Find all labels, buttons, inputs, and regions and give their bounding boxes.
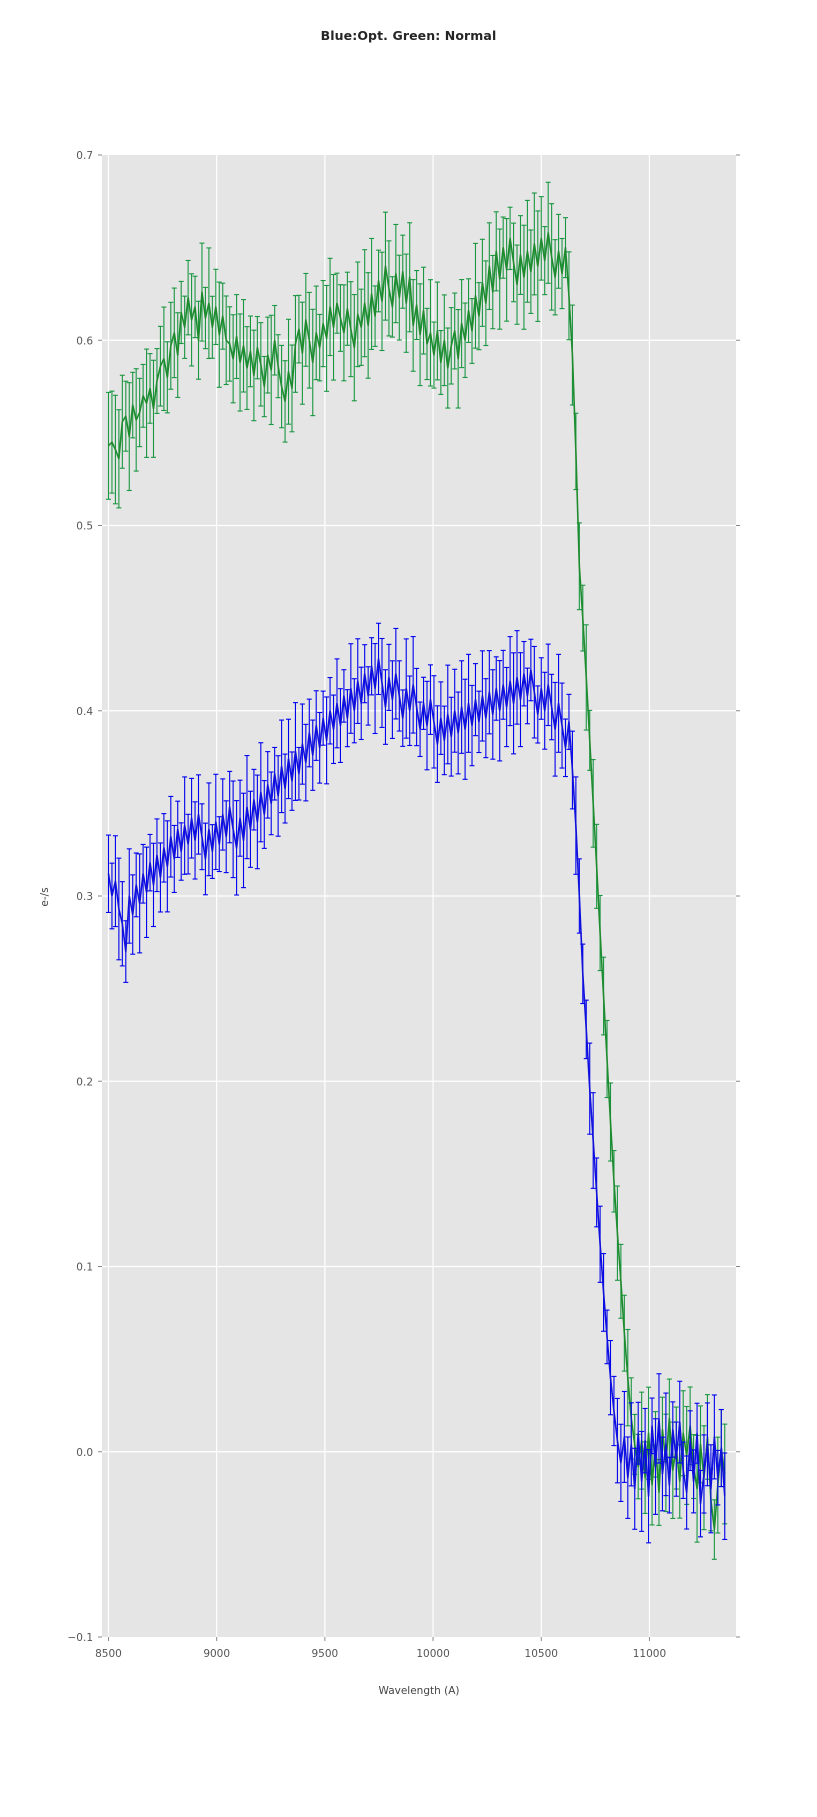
ytick-label: 0.2 [76, 1076, 93, 1088]
xtick-label: 9500 [312, 1648, 339, 1660]
ytick-labels: −0.1 0.0 0.1 0.2 0.3 0.4 0.5 0.6 0.7 [68, 150, 94, 1644]
y-axis-label: e-/s [39, 887, 51, 906]
ytick-label: 0.4 [76, 706, 93, 718]
ytick-label: 0.3 [76, 891, 93, 903]
xtick-label: 10500 [525, 1648, 558, 1660]
chart-title: Blue:Opt. Green: Normal [320, 28, 497, 43]
series-opt-blue [105, 622, 728, 1544]
xtick-label: 9000 [203, 1648, 230, 1660]
xtick-label: 8500 [95, 1648, 122, 1660]
ytick-label: 0.5 [76, 521, 93, 533]
ytick-label: 0.7 [76, 150, 93, 162]
ytick-label: 0.0 [76, 1447, 93, 1459]
xtick-labels: 8500 9000 9500 10000 10500 11000 [95, 1648, 666, 1660]
x-axis-label: Wavelength (A) [378, 1685, 459, 1697]
ytick-label: 0.6 [76, 335, 93, 347]
tick-marks [98, 154, 740, 1641]
series-line [107, 658, 726, 1505]
xtick-label: 11000 [633, 1648, 666, 1660]
ytick-label: −0.1 [68, 1632, 94, 1644]
series-line [107, 232, 726, 1531]
xtick-label: 10000 [416, 1648, 449, 1660]
ytick-label: 0.1 [76, 1262, 93, 1274]
